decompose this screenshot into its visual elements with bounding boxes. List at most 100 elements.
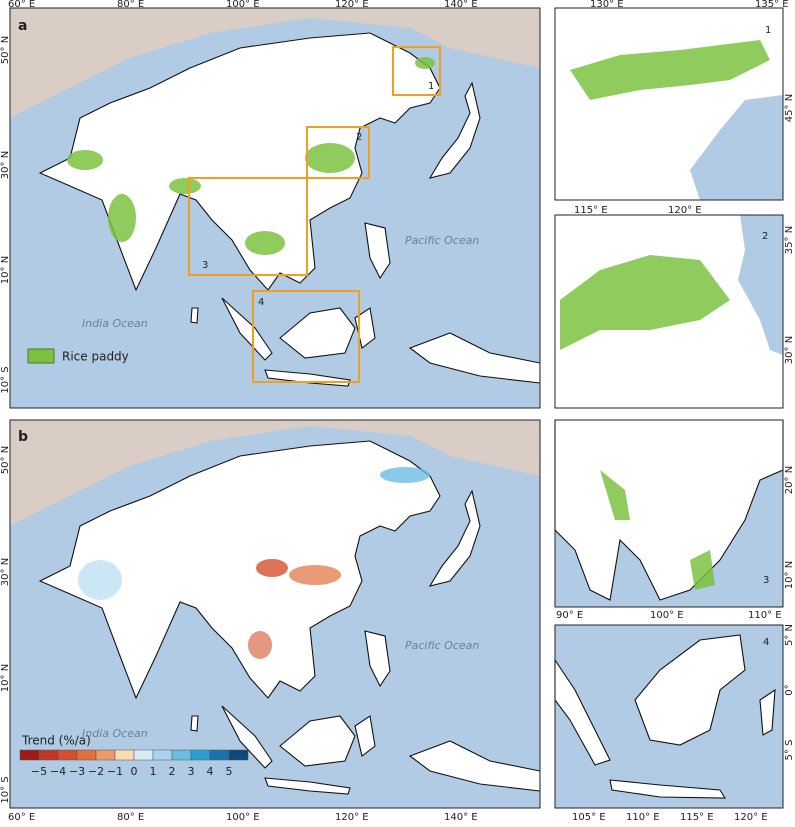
land [554,419,784,601]
tick-label: 110° E [748,610,782,621]
ocean-label: Pacific Ocean [405,234,479,247]
tick-label: 130° E [590,0,624,10]
tick-label: 140° E [444,812,478,823]
tick-label: 30° N [0,151,11,179]
box [306,126,370,179]
legend-swatch [190,749,211,761]
tick-label: 135° E [755,0,789,10]
panel-label: a [18,18,27,34]
map-a [10,8,540,387]
trend-legend: −5 −4 −3 −2 −1 0 1 2 3 4 5 [19,749,249,778]
legend-label: 2 [169,765,176,778]
tick-label: 45° N [784,94,795,122]
tick-label: 140° E [444,0,478,10]
panel-label: b [18,429,28,445]
frame [554,419,784,608]
inset-3: 3 20° N 10° N 90° E 100° E 110° E [554,419,795,621]
legend-label: 1 [150,765,157,778]
tick-label: 115° E [574,205,608,216]
box [188,177,308,276]
trend-areas [78,467,430,659]
legend-label: −5 [31,765,47,778]
tick-label: 10° N [784,561,795,589]
legend-label: −3 [69,765,85,778]
inset-2: 2 115° E 120° E 35° N 30° N [554,205,795,409]
box-label: 1 [428,81,434,92]
legend-swatch [114,749,135,761]
tick-label: 50° N [0,36,11,64]
legend-label: 0 [131,765,138,778]
legend-label: 3 [188,765,195,778]
panel-label: 4 [763,637,769,648]
legend-title: Trend (%/a) [21,734,91,748]
rice-area [690,550,715,590]
tick-label: 60° E [8,812,35,823]
tick-label: 105° E [572,812,606,823]
legend-swatch [95,749,116,761]
legend-swatch [152,749,173,761]
legend-label: −4 [50,765,66,778]
panel-label: 3 [763,575,769,586]
tick-label: 115° E [680,812,714,823]
panel-label: 1 [765,25,771,36]
tick-label: 80° E [117,0,144,10]
frame [554,7,784,201]
legend-swatch [57,749,78,761]
box-label: 3 [202,260,208,271]
inset-1: 1 130° E 135° E 45° N [554,0,795,201]
ocean [738,215,783,355]
tick-label: 10° N [0,664,11,692]
land [609,779,727,799]
ocean-label: India Ocean [82,317,148,330]
inset-4: 4 5° N 0° 5° S 105° E 110° E 115° E 120°… [554,624,795,823]
tick-label: 80° E [117,812,144,823]
legend-swatch [76,749,97,761]
box [252,290,360,383]
legend-label: −1 [107,765,123,778]
rice-areas [67,57,435,255]
land [759,688,776,736]
tick-label: 30° N [784,336,795,364]
legend-swatch [133,749,154,761]
tick-label: 110° E [626,812,660,823]
tick-label: 10° S [0,366,11,393]
legend-swatch [27,348,55,364]
box [392,46,441,96]
tick-label: 100° E [650,610,684,621]
legend-label: −2 [88,765,104,778]
legend-swatch [228,749,249,761]
legend-label: 4 [207,765,214,778]
rice-area [560,255,730,350]
tick-label: 120° E [335,0,369,10]
tick-label: 120° E [335,812,369,823]
tick-label: 100° E [226,812,260,823]
frame [9,7,541,409]
frame [9,419,541,809]
tick-label: 90° E [556,610,583,621]
legend-swatch [38,749,59,761]
tick-label: 5° N [784,624,795,646]
frame [554,624,784,809]
panel-a: a 1 2 3 4 Pacific Ocean India Ocean Rice… [9,7,541,409]
rice-area [600,470,630,520]
legend-swatch [209,749,230,761]
tick-label: 10° S [0,776,11,803]
tick-label: 10° N [0,256,11,284]
legend-label: 5 [226,765,233,778]
ocean-label: India Ocean [82,727,148,740]
tick-label: 60° E [8,0,35,10]
tick-label: 50° N [0,446,11,474]
tick-label: 30° N [0,558,11,586]
tick-label: 120° E [734,812,768,823]
tick-label: 20° N [784,466,795,494]
axis-labels: 60° E 80° E 100° E 120° E 140° E60° E 80° E 10… [0,0,478,823]
tick-label: 100° E [226,0,260,10]
land [634,634,746,746]
box-label: 2 [356,132,362,143]
legend-swatch [171,749,192,761]
panel-b: b Pacific Ocean India Ocean Trend (%/a) … [9,419,541,809]
panel-label: 2 [762,231,768,242]
rice-area [570,40,770,100]
legend-swatch [19,749,40,761]
